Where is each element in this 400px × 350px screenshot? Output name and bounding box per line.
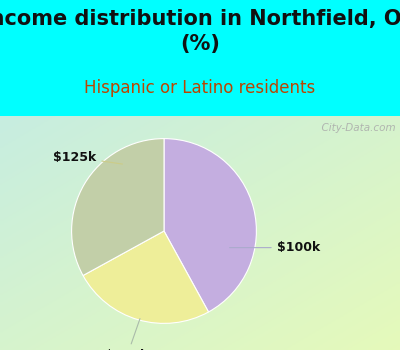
Text: Hispanic or Latino residents: Hispanic or Latino residents xyxy=(84,79,316,97)
Text: $200k: $200k xyxy=(106,318,149,350)
Text: $100k: $100k xyxy=(230,241,320,254)
Text: City-Data.com: City-Data.com xyxy=(315,122,396,133)
Text: $125k: $125k xyxy=(53,150,122,164)
Text: Income distribution in Northfield, OH
(%): Income distribution in Northfield, OH (%… xyxy=(0,9,400,54)
Wedge shape xyxy=(83,231,208,323)
Wedge shape xyxy=(72,139,164,275)
Wedge shape xyxy=(164,139,256,312)
